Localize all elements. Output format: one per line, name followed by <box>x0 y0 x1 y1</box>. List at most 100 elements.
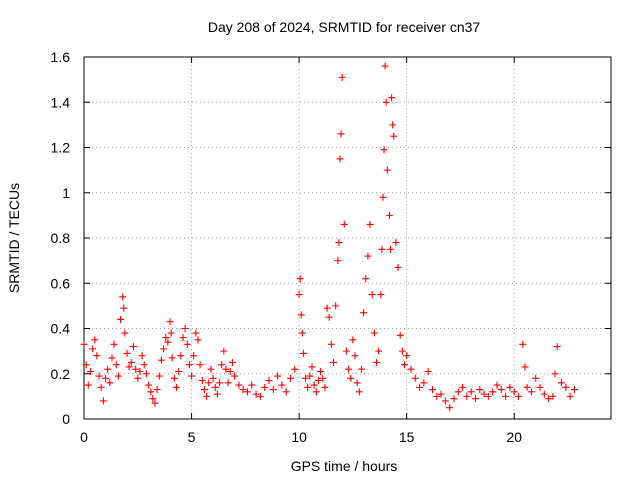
x-tick-label: 10 <box>291 429 307 445</box>
data-point <box>310 381 318 389</box>
data-point <box>282 388 290 396</box>
data-point <box>112 361 120 369</box>
data-point <box>252 390 260 398</box>
data-point <box>545 395 553 403</box>
data-point <box>134 374 142 382</box>
data-point <box>562 383 570 391</box>
data-point <box>347 374 355 382</box>
data-point <box>364 252 372 260</box>
data-point <box>536 383 544 391</box>
data-point <box>110 340 118 348</box>
data-point <box>549 392 557 400</box>
data-point <box>185 361 193 369</box>
data-point <box>342 347 350 355</box>
data-point <box>177 352 185 360</box>
data-point <box>121 329 129 337</box>
data-point <box>97 383 105 391</box>
data-point <box>211 383 219 391</box>
x-tick-label: 20 <box>506 429 522 445</box>
y-tick-label: 1.2 <box>51 140 71 156</box>
data-point <box>370 329 378 337</box>
data-point <box>484 392 492 400</box>
data-point <box>566 392 574 400</box>
data-point <box>360 309 368 317</box>
data-point <box>570 386 578 394</box>
y-tick-label: 0.4 <box>51 321 71 337</box>
data-point <box>312 388 320 396</box>
data-point <box>132 365 140 373</box>
data-point <box>261 383 269 391</box>
data-point <box>450 395 458 403</box>
data-point <box>463 392 471 400</box>
data-point <box>366 220 374 228</box>
data-point <box>216 379 224 387</box>
data-point <box>142 370 150 378</box>
data-point <box>558 379 566 387</box>
data-point <box>330 358 338 366</box>
data-point <box>424 367 432 375</box>
data-point <box>401 361 409 369</box>
data-point <box>172 383 180 391</box>
data-point <box>140 361 148 369</box>
x-axis-label: GPS time / hours <box>291 458 398 474</box>
plot-frame <box>83 56 612 420</box>
data-point <box>114 372 122 380</box>
data-point <box>99 397 107 405</box>
data-point <box>179 334 187 342</box>
data-point <box>383 166 391 174</box>
y-tick-label: 0.8 <box>51 230 71 246</box>
data-point <box>190 352 198 360</box>
data-point <box>375 347 383 355</box>
data-point <box>392 239 400 247</box>
data-point <box>396 331 404 339</box>
data-point <box>106 379 114 387</box>
y-tick-label: 1.6 <box>51 49 71 65</box>
data-point <box>335 239 343 247</box>
data-point <box>102 374 110 382</box>
data-point <box>235 381 243 389</box>
data-point <box>532 374 540 382</box>
data-point <box>493 381 501 389</box>
data-point <box>321 383 329 391</box>
data-point <box>489 388 497 396</box>
data-point <box>239 386 247 394</box>
data-point <box>224 379 232 387</box>
data-point <box>446 404 454 412</box>
data-point <box>510 388 518 396</box>
data-point <box>125 363 133 371</box>
data-point <box>325 313 333 321</box>
data-point <box>385 211 393 219</box>
data-point <box>155 372 163 380</box>
data-point <box>506 383 514 391</box>
data-point <box>476 386 484 394</box>
data-point <box>521 363 529 371</box>
data-point <box>93 352 101 360</box>
data-point <box>222 365 230 373</box>
data-point <box>304 383 312 391</box>
data-point <box>220 347 228 355</box>
data-point <box>407 365 415 373</box>
data-point <box>332 302 340 310</box>
data-point <box>345 365 353 373</box>
data-point <box>188 372 196 380</box>
data-point <box>205 379 213 387</box>
data-point <box>540 390 548 398</box>
data-point <box>228 358 236 366</box>
data-point <box>168 354 176 362</box>
data-point <box>256 392 264 400</box>
data-point <box>319 374 327 382</box>
data-point <box>382 98 390 106</box>
data-point <box>519 340 527 348</box>
data-point <box>170 374 178 382</box>
data-point <box>351 352 359 360</box>
data-point <box>243 388 251 396</box>
data-point <box>411 374 419 382</box>
data-point <box>467 388 475 396</box>
data-point <box>198 377 206 385</box>
data-point <box>89 345 97 353</box>
data-point <box>278 381 286 389</box>
data-point <box>416 383 424 391</box>
data-point <box>120 304 128 312</box>
